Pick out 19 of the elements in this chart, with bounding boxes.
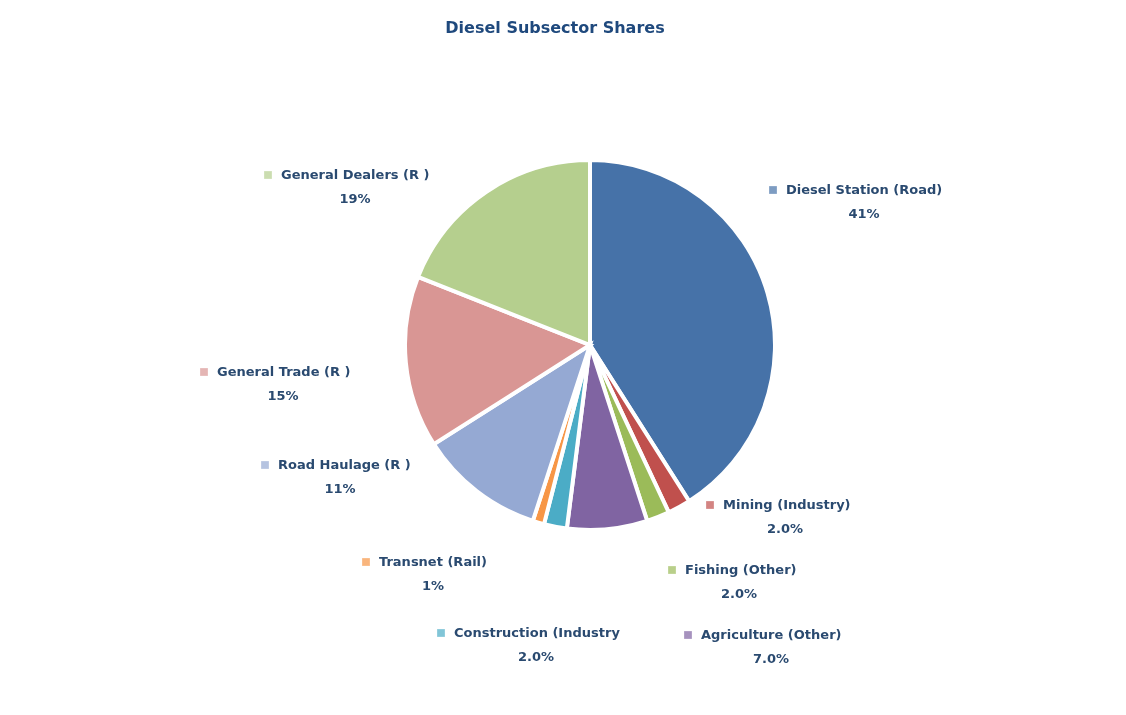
legend-label: Agriculture (Other) (701, 627, 842, 642)
legend-label: General Trade (R ) (217, 364, 351, 379)
legend-label: General Dealers (R ) (281, 167, 430, 182)
data-label: 19% (339, 191, 371, 206)
legend-label: Fishing (Other) (685, 562, 797, 577)
data-label: 11% (324, 481, 356, 496)
data-label: 41% (848, 206, 880, 221)
data-label: 7.0% (752, 651, 790, 666)
legend-label: Mining (Industry) (723, 497, 851, 512)
legend-label: Construction (Industry (454, 625, 621, 640)
legend-label: Transnet (Rail) (379, 554, 488, 569)
data-label: 2.0% (766, 521, 804, 536)
data-label: 15% (267, 388, 299, 403)
data-label: 1% (421, 578, 445, 593)
chart-title: Diesel Subsector Shares (445, 18, 665, 37)
data-label: 2.0% (720, 586, 758, 601)
legend-label: Diesel Station (Road) (786, 182, 943, 197)
data-label: 2.0% (517, 649, 555, 664)
legend-label: Road Haulage (R ) (278, 457, 411, 472)
